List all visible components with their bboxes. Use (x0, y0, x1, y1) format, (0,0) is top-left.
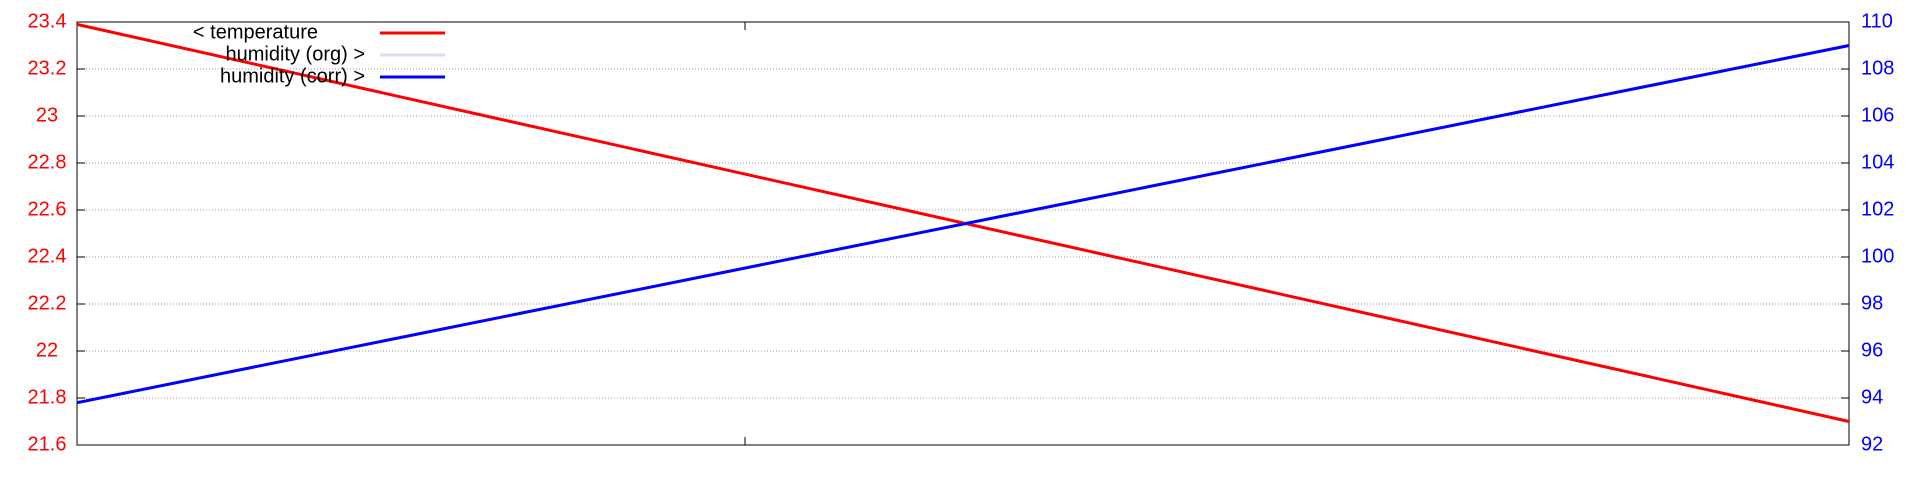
y2-tick-label: 108 (1861, 57, 1894, 79)
y-tick-label: 21.6 (28, 433, 67, 455)
y-tick-label: 22.8 (28, 151, 67, 173)
y2-tick-label: 96 (1861, 339, 1883, 361)
y-tick-label: 22.4 (28, 245, 67, 267)
y-tick-label: 21.8 (28, 386, 67, 408)
legend-label: < temperature (193, 21, 318, 43)
y2-tick-label: 98 (1861, 292, 1883, 314)
y-tick-label: 22 (36, 339, 58, 361)
y2-tick-label: 102 (1861, 198, 1894, 220)
y2-tick-label: 100 (1861, 245, 1894, 267)
y-tick-label: 23.2 (28, 57, 67, 79)
y2-tick-label: 94 (1861, 386, 1883, 408)
line-series (76, 44, 1850, 405)
y2-tick-label: 92 (1861, 433, 1883, 455)
y-tick-label: 23.4 (28, 10, 67, 32)
legend-label: humidity (corr) > (220, 65, 365, 87)
y-tick-label: 23 (36, 104, 58, 126)
legend-label: humidity (org) > (226, 43, 366, 65)
y2-tick-label: 104 (1861, 151, 1894, 173)
y2-tick-label: 106 (1861, 104, 1894, 126)
y2-tick-label: 110 (1861, 10, 1893, 32)
y-tick-label: 22.2 (28, 292, 67, 314)
y-tick-label: 22.6 (28, 198, 67, 220)
plot-frame (76, 21, 1850, 446)
